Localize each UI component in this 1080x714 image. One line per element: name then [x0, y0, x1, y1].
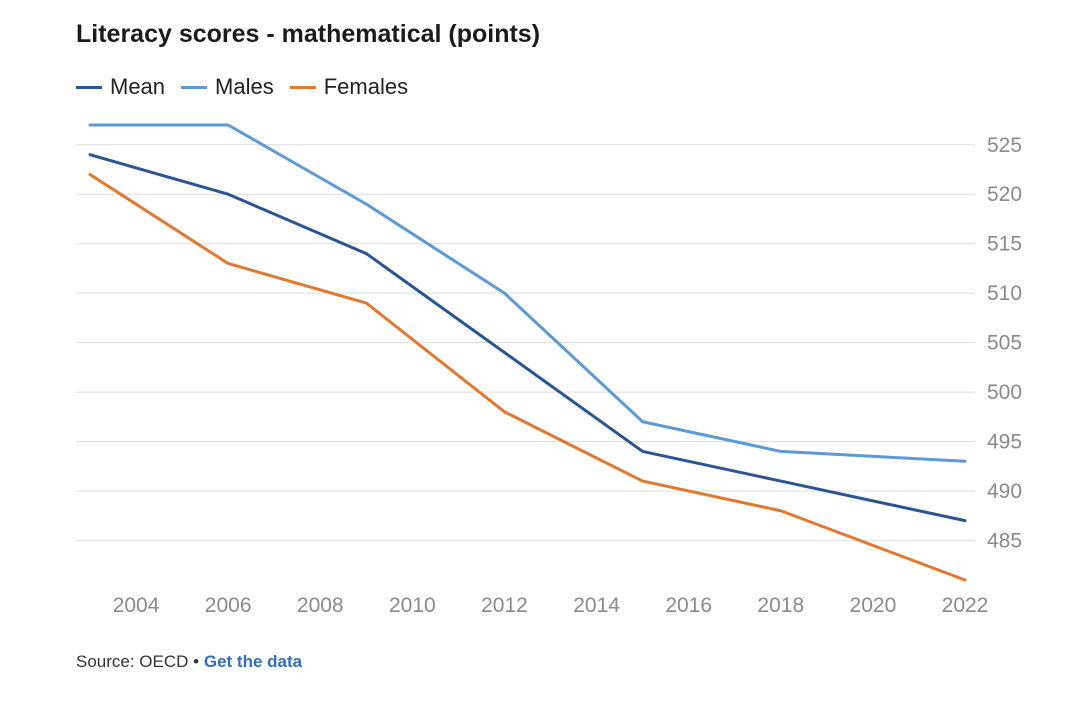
x-tick-2008: 2008 [297, 594, 344, 617]
gridlines [76, 144, 975, 541]
x-tick-2014: 2014 [573, 594, 620, 617]
legend-label-females: Females [323, 74, 409, 99]
series-line-females [88, 172, 967, 582]
y-tick-485: 485 [987, 529, 1022, 552]
footer: Source: OECD • Get the data [76, 652, 302, 672]
y-tick-525: 525 [987, 134, 1022, 157]
legend-item-females: Females [289, 74, 409, 100]
x-tick-2004: 2004 [113, 594, 160, 617]
source-text: Source: OECD • [76, 652, 200, 671]
x-tick-2012: 2012 [481, 594, 528, 617]
chart-title: Literacy scores - mathematical (points) [76, 20, 541, 48]
y-tick-515: 515 [987, 233, 1022, 256]
legend-item-mean: Mean [76, 74, 165, 100]
y-tick-500: 500 [987, 381, 1022, 404]
series-line-males [88, 123, 967, 463]
get-data-link[interactable]: Get the data [203, 652, 303, 671]
y-axis-ticks: 525 520 515 510 505 500 495 490 485 [987, 134, 1022, 553]
legend: Mean Males Females [76, 74, 408, 100]
legend-swatch-mean [76, 85, 102, 89]
y-tick-505: 505 [987, 332, 1022, 355]
x-tick-2020: 2020 [850, 594, 897, 617]
series-line-mean [88, 153, 967, 523]
y-tick-510: 510 [987, 282, 1022, 305]
legend-label-mean: Mean [110, 74, 166, 99]
x-tick-2022: 2022 [942, 594, 989, 617]
x-tick-2016: 2016 [665, 594, 712, 617]
legend-swatch-males [181, 85, 208, 89]
y-tick-490: 490 [987, 480, 1022, 503]
y-tick-495: 495 [987, 431, 1022, 454]
series-lines [88, 123, 967, 582]
x-tick-2018: 2018 [757, 594, 804, 617]
x-tick-2010: 2010 [389, 594, 436, 617]
legend-item-males: Males [181, 74, 274, 100]
x-axis-ticks: 2004 2006 2008 2010 2012 2014 2016 2018 2020 2022 [113, 594, 989, 617]
x-tick-2006: 2006 [205, 594, 252, 617]
legend-swatch-females [289, 85, 316, 89]
y-tick-520: 520 [987, 183, 1022, 206]
legend-label-males: Males [215, 74, 274, 99]
